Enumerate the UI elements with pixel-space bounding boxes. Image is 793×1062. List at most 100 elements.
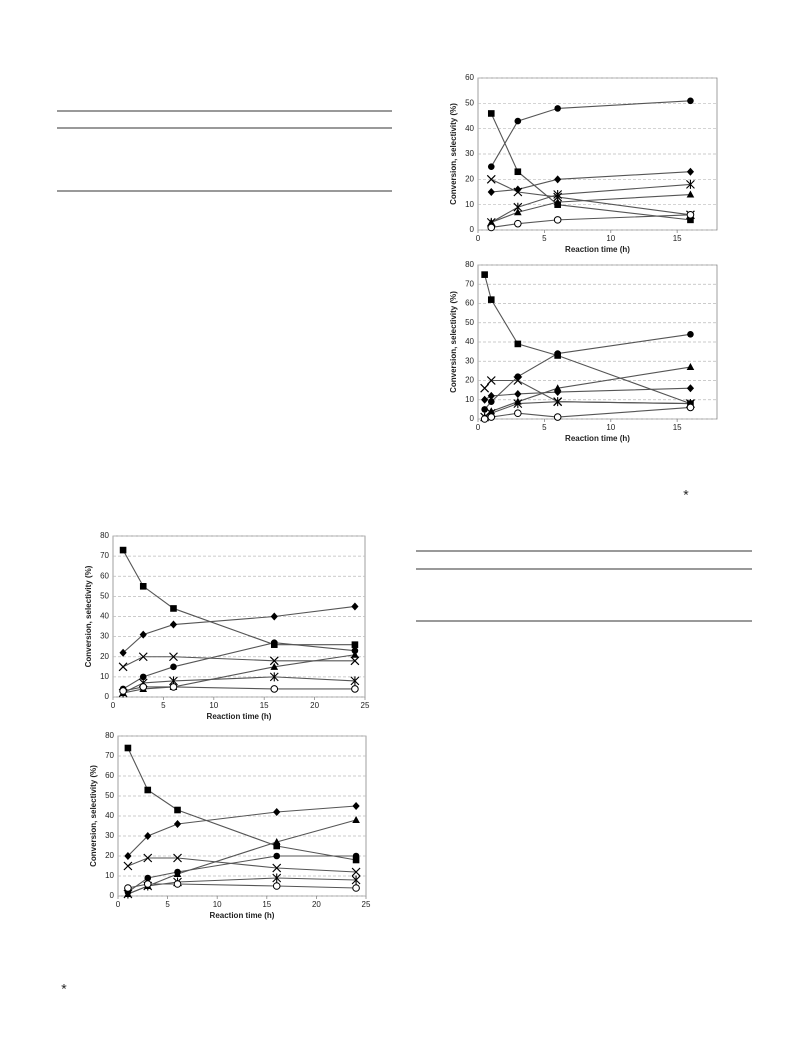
marker [273, 808, 281, 816]
x-tick-label: 10 [209, 701, 218, 710]
x-tick-label: 0 [476, 234, 481, 243]
marker [553, 216, 562, 224]
x-tick-label: 20 [312, 900, 321, 909]
y-tick-label: 30 [465, 149, 474, 158]
marker [351, 875, 361, 885]
marker [350, 676, 360, 686]
marker [514, 340, 522, 348]
marker [486, 174, 496, 184]
marker [687, 97, 694, 105]
marker [514, 389, 522, 398]
series-line [491, 171, 691, 193]
x-tick-label: 5 [542, 234, 547, 243]
y-tick-label: 10 [105, 871, 114, 880]
marker [273, 842, 281, 850]
marker [487, 218, 496, 226]
x-tick-label: 0 [116, 900, 121, 909]
y-tick-label: 60 [105, 771, 114, 780]
marker [481, 406, 488, 413]
y-tick-label: 70 [100, 551, 109, 560]
marker [351, 685, 359, 693]
y-tick-label: 70 [105, 751, 114, 760]
x-tick-label: 10 [606, 423, 615, 432]
marker [480, 383, 490, 393]
marker [486, 376, 496, 385]
marker [352, 816, 360, 823]
y-tick-label: 10 [100, 672, 109, 681]
marker [513, 376, 523, 385]
marker [174, 806, 181, 814]
marker [513, 187, 523, 197]
marker [487, 188, 495, 196]
marker [351, 641, 359, 648]
marker [270, 662, 279, 670]
marker [351, 602, 359, 611]
marker [173, 880, 182, 888]
y-tick-label: 30 [105, 831, 114, 840]
x-tick-label: 15 [673, 423, 682, 432]
marker [514, 185, 522, 194]
marker [119, 648, 127, 657]
marker [554, 350, 561, 357]
series-line [491, 183, 691, 223]
marker [352, 856, 360, 864]
marker [554, 105, 561, 112]
marker [351, 647, 359, 655]
marker [487, 391, 495, 400]
x-axis-label: Reaction time (h) [210, 911, 275, 920]
marker [686, 190, 695, 198]
marker [144, 832, 152, 840]
x-tick-label: 5 [165, 900, 170, 909]
footnote-mark: * [61, 981, 67, 997]
marker [139, 583, 147, 590]
marker [270, 612, 278, 621]
marker [686, 167, 695, 176]
marker [173, 853, 182, 863]
marker [487, 413, 496, 421]
marker [687, 216, 694, 224]
marker [352, 884, 360, 892]
x-axis-label: Reaction time (h) [207, 712, 272, 721]
marker [351, 867, 361, 877]
y-tick-label: 50 [465, 318, 474, 327]
marker [169, 620, 178, 629]
y-tick-label: 20 [465, 174, 474, 183]
marker [139, 683, 148, 691]
marker [123, 861, 133, 871]
marker [270, 685, 279, 693]
x-axis-label: Reaction time (h) [565, 434, 630, 443]
y-tick-label: 10 [465, 200, 474, 209]
marker [138, 652, 148, 662]
y-tick-label: 0 [110, 891, 115, 900]
footnote-mark: * [683, 487, 689, 503]
y-tick-label: 70 [465, 279, 474, 288]
marker [487, 110, 495, 117]
marker [487, 407, 496, 415]
marker [514, 409, 522, 418]
y-axis-label: Conversion, selectivity (%) [84, 565, 93, 667]
marker [553, 397, 563, 407]
y-tick-label: 50 [100, 591, 109, 600]
x-tick-label: 20 [310, 701, 319, 710]
x-tick-label: 5 [161, 701, 166, 710]
marker [554, 175, 562, 184]
marker [352, 852, 360, 860]
marker [481, 271, 488, 278]
marker [553, 198, 562, 206]
marker [269, 656, 279, 666]
marker [686, 211, 695, 219]
marker [170, 605, 177, 612]
x-tick-label: 25 [362, 900, 371, 909]
x-tick-label: 0 [476, 423, 481, 432]
y-tick-label: 40 [465, 337, 474, 346]
marker [350, 656, 360, 666]
marker [143, 880, 152, 888]
y-tick-label: 60 [100, 571, 109, 580]
y-tick-label: 0 [470, 414, 475, 423]
marker [553, 384, 562, 392]
marker [272, 882, 281, 890]
y-tick-label: 50 [105, 791, 114, 800]
y-tick-label: 10 [465, 395, 474, 404]
